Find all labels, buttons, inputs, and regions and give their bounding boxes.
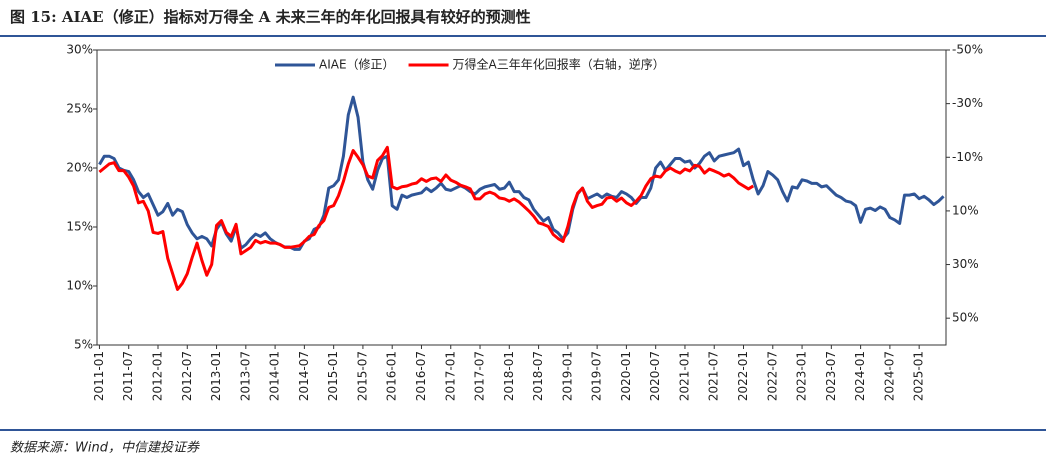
x-tick-label: 2018-01 [502,351,516,401]
source: 数据来源：Wind，中信建投证券 [10,441,200,456]
x-tick-label: 2019-01 [560,351,574,401]
x-tick-label: 2018-07 [531,351,545,401]
x-tick-label: 2017-07 [473,351,487,401]
y-tick-label: 10% [66,279,93,293]
y2-tick-label: -30% [952,96,983,110]
x-tick-label: 2024-01 [853,351,867,401]
x-tick-label: 2016-07 [414,351,428,401]
x-tick-label: 2015-01 [326,351,340,401]
plot-frame [96,49,947,346]
x-tick-label: 2021-07 [707,351,721,401]
x-tick-label: 2021-01 [677,351,691,401]
x-tick-label: 2023-01 [795,351,809,401]
y2-tick-label: 50% [952,311,979,325]
y2-tick-label: -50% [952,43,983,57]
x-tick-label: 2012-01 [150,351,164,401]
x-tick-label: 2025-01 [912,351,926,401]
y2-tick-label: 30% [952,257,979,271]
legend-label: 万得全A三年年化回报率（右轴，逆序） [453,57,665,72]
x-tick-label: 2014-01 [268,351,282,401]
x-tick-label: 2017-01 [443,351,457,401]
x-tick-label: 2020-01 [619,351,633,401]
x-tick-label: 2016-01 [385,351,399,401]
x-tick-label: 2013-07 [238,351,252,401]
x-tick-label: 2011-07 [121,351,135,401]
x-tick-label: 2020-07 [648,351,662,401]
x-tick-label: 2013-01 [209,351,223,401]
y2-tick-label: 10% [952,203,979,217]
x-tick-label: 2015-07 [355,351,369,401]
chart-title: 图 15: AIAE（修正）指标对万得全 A 未来三年的年化回报具有较好的预测性 [10,8,531,26]
x-tick-label: 2022-07 [765,351,779,401]
x-tick-label: 2019-07 [590,351,604,401]
x-tick-label: 2014-07 [297,351,311,401]
y-tick-label: 5% [74,338,93,352]
x-tick-label: 2011-01 [92,351,106,401]
y-tick-label: 20% [66,161,93,175]
y-tick-label: 15% [66,220,93,234]
legend-label: AIAE（修正） [319,57,395,72]
y2-tick-label: -10% [952,150,983,164]
series-line [98,95,945,251]
x-tick-label: 2012-07 [180,351,194,401]
series-line [98,145,755,291]
y-tick-label: 30% [66,43,93,57]
y-tick-label: 25% [66,102,93,116]
x-tick-label: 2024-07 [882,351,896,401]
x-tick-label: 2023-07 [824,351,838,401]
x-tick-label: 2022-01 [736,351,750,401]
